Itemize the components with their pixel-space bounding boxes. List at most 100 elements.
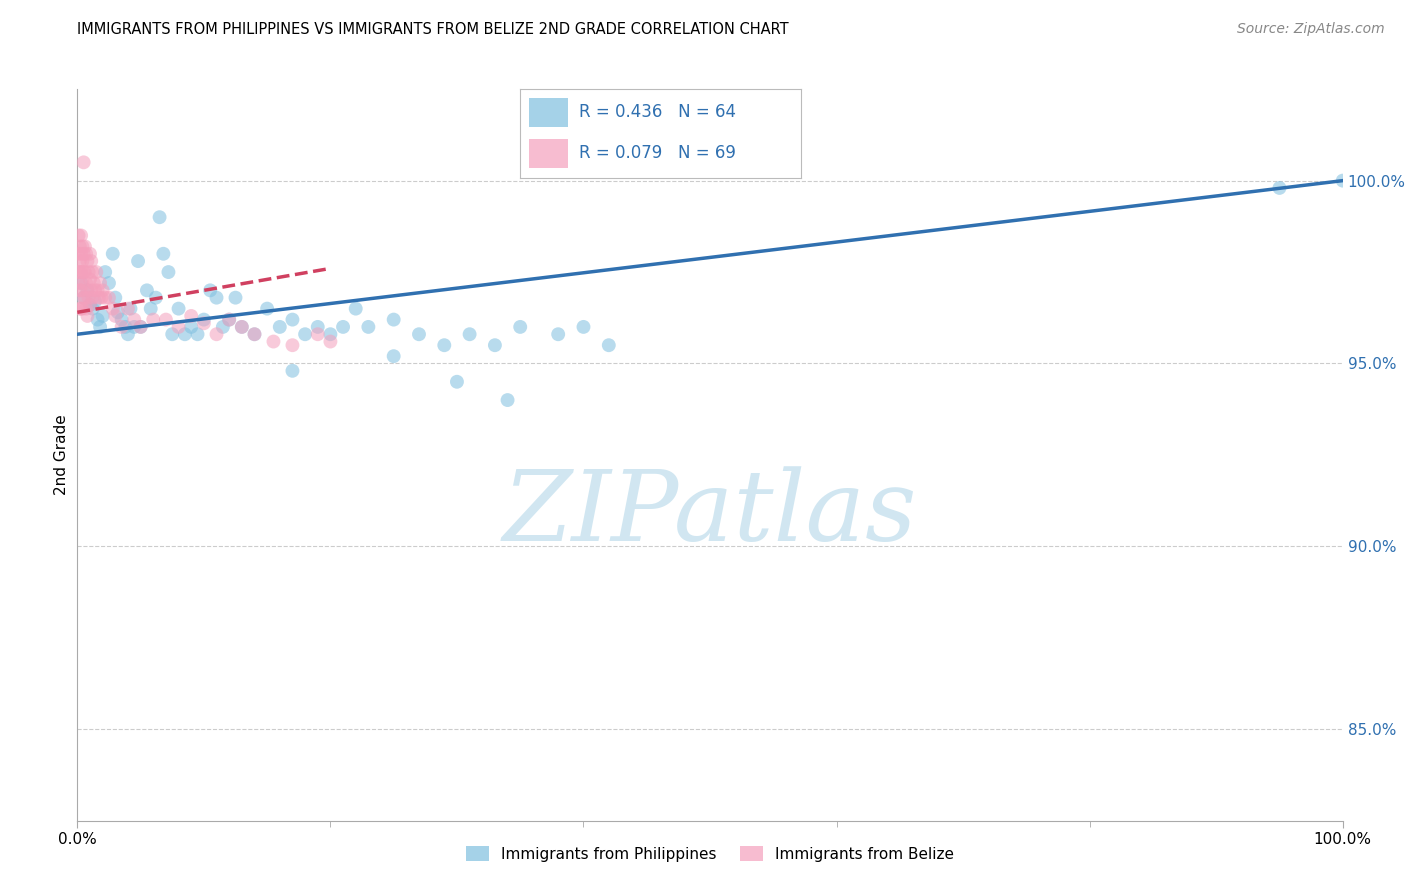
Point bbox=[117, 301, 139, 316]
Point bbox=[86, 312, 108, 326]
Point bbox=[98, 291, 120, 305]
Point bbox=[79, 298, 101, 312]
Point bbox=[117, 327, 139, 342]
Point bbox=[281, 364, 304, 378]
Point bbox=[90, 291, 112, 305]
Point bbox=[91, 309, 114, 323]
FancyBboxPatch shape bbox=[529, 98, 568, 127]
Point bbox=[269, 320, 291, 334]
Point bbox=[162, 327, 183, 342]
Point bbox=[77, 291, 100, 305]
Point bbox=[72, 276, 94, 290]
Text: R = 0.079   N = 69: R = 0.079 N = 69 bbox=[579, 145, 737, 162]
Point bbox=[67, 247, 90, 261]
Point bbox=[180, 309, 202, 323]
Point bbox=[1268, 181, 1291, 195]
Point bbox=[598, 338, 620, 352]
Point bbox=[72, 239, 94, 253]
Point bbox=[73, 247, 96, 261]
Point bbox=[75, 276, 97, 290]
Point bbox=[72, 254, 94, 268]
Point bbox=[344, 301, 367, 316]
Text: ZIPatlas: ZIPatlas bbox=[503, 466, 917, 561]
Point bbox=[75, 301, 97, 316]
Point bbox=[73, 291, 96, 305]
Point bbox=[73, 265, 96, 279]
Point bbox=[89, 320, 111, 334]
Point bbox=[89, 276, 111, 290]
Point bbox=[167, 320, 190, 334]
Point bbox=[94, 265, 117, 279]
Point bbox=[69, 254, 91, 268]
Point bbox=[155, 312, 177, 326]
Point bbox=[69, 265, 91, 279]
Point bbox=[127, 254, 149, 268]
Point bbox=[193, 312, 215, 326]
Point bbox=[243, 327, 266, 342]
Point bbox=[572, 320, 595, 334]
Point bbox=[174, 327, 197, 342]
Point bbox=[124, 320, 146, 334]
Point bbox=[70, 276, 93, 290]
Point bbox=[70, 265, 93, 279]
Point bbox=[382, 312, 405, 326]
Point bbox=[73, 291, 96, 305]
Point bbox=[67, 228, 90, 243]
Point bbox=[69, 284, 91, 298]
Y-axis label: 2nd Grade: 2nd Grade bbox=[53, 415, 69, 495]
Point bbox=[104, 309, 127, 323]
Point bbox=[114, 320, 136, 334]
Legend: Immigrants from Philippines, Immigrants from Belize: Immigrants from Philippines, Immigrants … bbox=[460, 839, 960, 868]
Point bbox=[218, 312, 240, 326]
Point bbox=[84, 294, 107, 309]
Point bbox=[446, 375, 468, 389]
Point bbox=[111, 320, 132, 334]
Point bbox=[294, 327, 316, 342]
Point bbox=[77, 265, 100, 279]
Point bbox=[101, 247, 124, 261]
Text: R = 0.436   N = 64: R = 0.436 N = 64 bbox=[579, 103, 737, 121]
Point bbox=[76, 309, 98, 323]
Point bbox=[225, 291, 247, 305]
Point bbox=[73, 265, 96, 279]
Point bbox=[231, 320, 253, 334]
Point bbox=[205, 291, 228, 305]
Point bbox=[84, 284, 107, 298]
Point bbox=[80, 254, 103, 268]
Point bbox=[72, 301, 94, 316]
Point bbox=[547, 327, 569, 342]
Point bbox=[86, 284, 108, 298]
Point bbox=[70, 301, 93, 316]
Point bbox=[76, 284, 98, 298]
FancyBboxPatch shape bbox=[529, 139, 568, 168]
Point bbox=[200, 284, 222, 298]
Point bbox=[83, 276, 105, 290]
Point bbox=[67, 265, 90, 279]
Point bbox=[157, 265, 180, 279]
Point bbox=[180, 320, 202, 334]
Point bbox=[129, 320, 152, 334]
Point bbox=[186, 327, 209, 342]
Point bbox=[82, 291, 104, 305]
Point bbox=[319, 327, 342, 342]
Point bbox=[86, 265, 108, 279]
Point bbox=[101, 301, 124, 316]
Point bbox=[70, 228, 93, 243]
Point bbox=[433, 338, 456, 352]
Point bbox=[94, 291, 117, 305]
Point bbox=[73, 155, 96, 169]
Point bbox=[91, 284, 114, 298]
Point bbox=[281, 338, 304, 352]
Point bbox=[205, 327, 228, 342]
Point bbox=[307, 327, 329, 342]
Point bbox=[87, 291, 110, 305]
Point bbox=[79, 298, 101, 312]
Point bbox=[136, 284, 159, 298]
Point bbox=[70, 284, 93, 298]
Point bbox=[145, 291, 167, 305]
Point bbox=[107, 305, 129, 319]
Point bbox=[79, 272, 101, 286]
Text: IMMIGRANTS FROM PHILIPPINES VS IMMIGRANTS FROM BELIZE 2ND GRADE CORRELATION CHAR: IMMIGRANTS FROM PHILIPPINES VS IMMIGRANT… bbox=[77, 22, 789, 37]
Point bbox=[82, 301, 104, 316]
Point bbox=[76, 254, 98, 268]
